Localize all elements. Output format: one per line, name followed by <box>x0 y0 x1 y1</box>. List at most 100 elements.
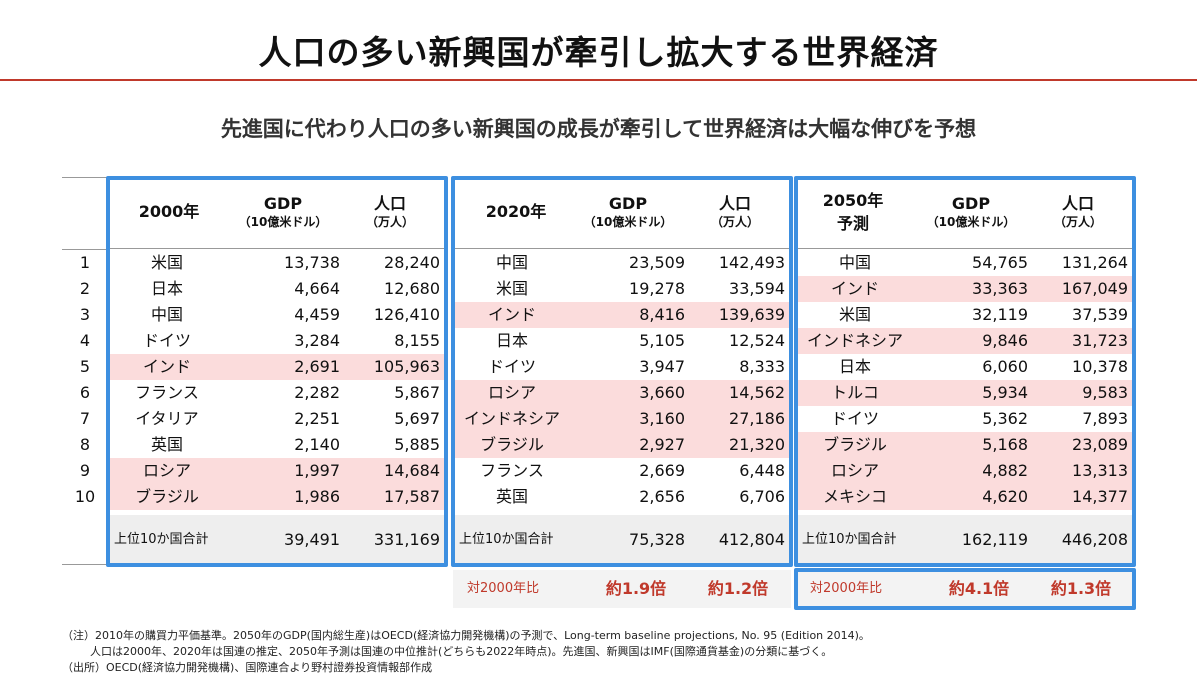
rank-header-divider <box>62 249 108 250</box>
column-title: GDP <box>608 194 648 213</box>
table-row: 中国 54,765 131,264 <box>796 250 1134 276</box>
population-cell: 27,186 <box>729 409 785 428</box>
population-cell: 14,684 <box>384 461 440 480</box>
table-header: 2000年 GDP （10億米ドル） 人口 （万人） <box>108 178 446 249</box>
table-row: インドネシア 3,160 27,186 <box>453 406 791 432</box>
country-cell: ブラジル <box>823 435 887 454</box>
gdp-cell: 2,282 <box>294 383 340 402</box>
population-cell: 21,320 <box>729 435 785 454</box>
table-row: ブラジル 5,168 23,089 <box>796 432 1134 458</box>
table-row: ブラジル 2,927 21,320 <box>453 432 791 458</box>
growth-ratio-row: 対2000年比 約4.1倍 約1.3倍 <box>796 570 1134 608</box>
gdp-cell: 1,997 <box>294 461 340 480</box>
table-row: ドイツ 5,362 7,893 <box>796 406 1134 432</box>
gdp-column-header: GDP （10億米ドル） <box>571 194 685 232</box>
country-cell: 中国 <box>838 253 871 272</box>
population-cell: 142,493 <box>718 253 785 272</box>
title-divider <box>0 79 1197 81</box>
gdp-cell: 5,362 <box>982 409 1028 428</box>
population-cell: 31,723 <box>1072 331 1128 350</box>
country-cell: インド <box>487 305 536 324</box>
column-title: 人口 <box>718 194 751 213</box>
gdp-ratio: 約1.9倍 <box>605 579 667 598</box>
rank-label: 2 <box>79 279 91 298</box>
gdp-cell: 2,691 <box>294 357 340 376</box>
rank-label: 7 <box>79 409 91 428</box>
gdp-cell: 4,664 <box>294 279 340 298</box>
table-row: トルコ 5,934 9,583 <box>796 380 1134 406</box>
country-cell: 日本 <box>495 331 528 350</box>
page-title: 人口の多い新興国が牽引し拡大する世界経済 <box>258 33 939 72</box>
column-unit: （万人） <box>365 215 414 229</box>
table-row: インド 8,416 139,639 <box>453 302 791 328</box>
total-row: 上位10か国合計 162,119 446,208 <box>796 515 1134 565</box>
country-cell: インドネシア <box>806 331 903 350</box>
gdp-cell: 8,416 <box>639 305 685 324</box>
country-cell: 中国 <box>495 253 528 272</box>
ratio-label: 対2000年比 <box>467 581 540 596</box>
gdp-cell: 23,509 <box>629 253 685 272</box>
gdp-cell: 19,278 <box>629 279 685 298</box>
gdp-cell: 3,284 <box>294 331 340 350</box>
population-cell: 12,680 <box>384 279 440 298</box>
country-cell: トルコ <box>831 383 879 402</box>
gdp-cell: 5,934 <box>982 383 1028 402</box>
gdp-cell: 2,656 <box>639 487 685 506</box>
footnote-2: 人口は2000年、2020年は国連の推定、2050年予測は国連の中位推計(どちら… <box>90 645 833 658</box>
population-cell: 28,240 <box>384 253 440 272</box>
population-cell: 13,313 <box>1072 461 1128 480</box>
year-sublabel: 予測 <box>836 214 869 233</box>
rank-label: 3 <box>79 305 91 324</box>
table-row: ロシア 3,660 14,562 <box>453 380 791 406</box>
year-header: 2050年 予測 <box>810 189 896 235</box>
population-cell: 167,049 <box>1061 279 1128 298</box>
population-column-header: 人口 （万人） <box>340 194 440 232</box>
country-cell: 英国 <box>150 435 183 454</box>
footnotes: （注）2010年の購買力平価基準。2050年のGDP(国内総生産)はOECD(経… <box>62 628 870 676</box>
column-unit: （万人） <box>1053 215 1102 229</box>
gdp-column-header: GDP （10億米ドル） <box>226 194 340 232</box>
column-title: GDP <box>951 194 991 213</box>
population-cell: 14,377 <box>1072 487 1128 506</box>
gdp-ratio: 約4.1倍 <box>948 579 1010 598</box>
table-row: ブラジル 1,986 17,587 <box>108 484 446 510</box>
total-gdp: 75,328 <box>629 530 685 549</box>
year-label: 2020年 <box>485 202 547 221</box>
table-row: インド 2,691 105,963 <box>108 354 446 380</box>
population-cell: 139,639 <box>718 305 785 324</box>
gdp-cell: 3,660 <box>639 383 685 402</box>
country-cell: ロシア <box>487 383 536 402</box>
block-frame <box>794 176 1136 567</box>
population-column-header: 人口 （万人） <box>685 194 785 232</box>
table-row: 米国 19,278 33,594 <box>453 276 791 302</box>
gdp-cell: 2,927 <box>639 435 685 454</box>
population-cell: 14,562 <box>729 383 785 402</box>
country-cell: イタリア <box>135 409 199 428</box>
population-ratio: 約1.3倍 <box>1050 579 1112 598</box>
rank-label: 6 <box>79 383 91 402</box>
total-label: 上位10か国合計 <box>459 532 554 547</box>
total-label: 上位10か国合計 <box>802 532 897 547</box>
year-header: 2020年 <box>473 200 559 223</box>
country-cell: 米国 <box>495 279 528 298</box>
page-subtitle: 先進国に代わり人口の多い新興国の成長が牽引して世界経済は大幅な伸びを予想 <box>220 117 977 141</box>
table-row: フランス 2,669 6,448 <box>453 458 791 484</box>
table-row: ロシア 1,997 14,684 <box>108 458 446 484</box>
total-gdp: 162,119 <box>961 530 1028 549</box>
population-cell: 6,448 <box>739 461 785 480</box>
table-row: 日本 5,105 12,524 <box>453 328 791 354</box>
table-row: ドイツ 3,284 8,155 <box>108 328 446 354</box>
table-row: フランス 2,282 5,867 <box>108 380 446 406</box>
ratio-label: 対2000年比 <box>810 581 883 596</box>
table-row: イタリア 2,251 5,697 <box>108 406 446 432</box>
gdp-cell: 4,620 <box>982 487 1028 506</box>
population-cell: 23,089 <box>1072 435 1128 454</box>
column-title: 人口 <box>1061 194 1094 213</box>
rank-label: 1 <box>79 253 91 272</box>
country-cell: ドイツ <box>830 409 879 428</box>
table-block-0: 2000年 GDP （10億米ドル） 人口 （万人） 米国 13,738 28,240 日本 4,… <box>108 178 446 565</box>
year-header: 2000年 <box>126 200 212 223</box>
country-cell: ブラジル <box>135 487 199 506</box>
gdp-cell: 2,140 <box>294 435 340 454</box>
total-row: 上位10か国合計 75,328 412,804 <box>453 515 791 565</box>
